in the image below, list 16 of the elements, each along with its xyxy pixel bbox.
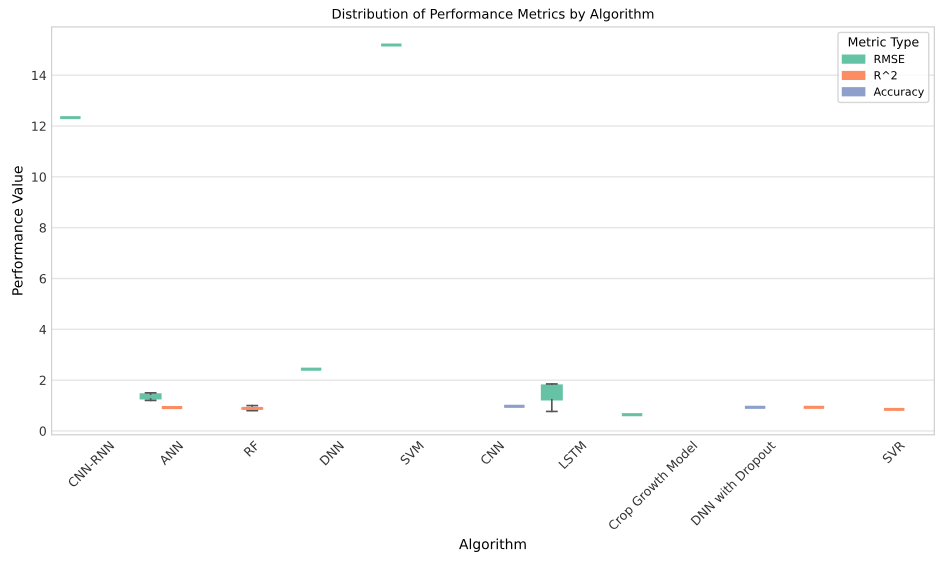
y-tick-label: 6 — [40, 274, 46, 284]
legend-title: Metric Type — [848, 36, 918, 50]
legend-label: RMSE — [874, 54, 904, 64]
y-axis-title: Performance Value — [12, 166, 23, 295]
y-tick-label: 10 — [32, 172, 46, 182]
legend-label: R^2 — [874, 71, 897, 80]
y-tick-label: 12 — [32, 122, 46, 131]
y-tick-label: 8 — [40, 223, 46, 233]
y-tick-label: 4 — [39, 324, 46, 334]
chart-title: Distribution of Performance Metrics by Algorithm — [332, 8, 654, 22]
legend-label: Accuracy — [874, 88, 924, 98]
x-tick-label: RF — [244, 440, 260, 457]
y-tick-label: 0 — [40, 426, 46, 436]
y-tick-label: 2 — [40, 376, 46, 385]
x-axis-title: Algorithm — [459, 538, 526, 552]
y-tick-label: 14 — [32, 70, 46, 80]
